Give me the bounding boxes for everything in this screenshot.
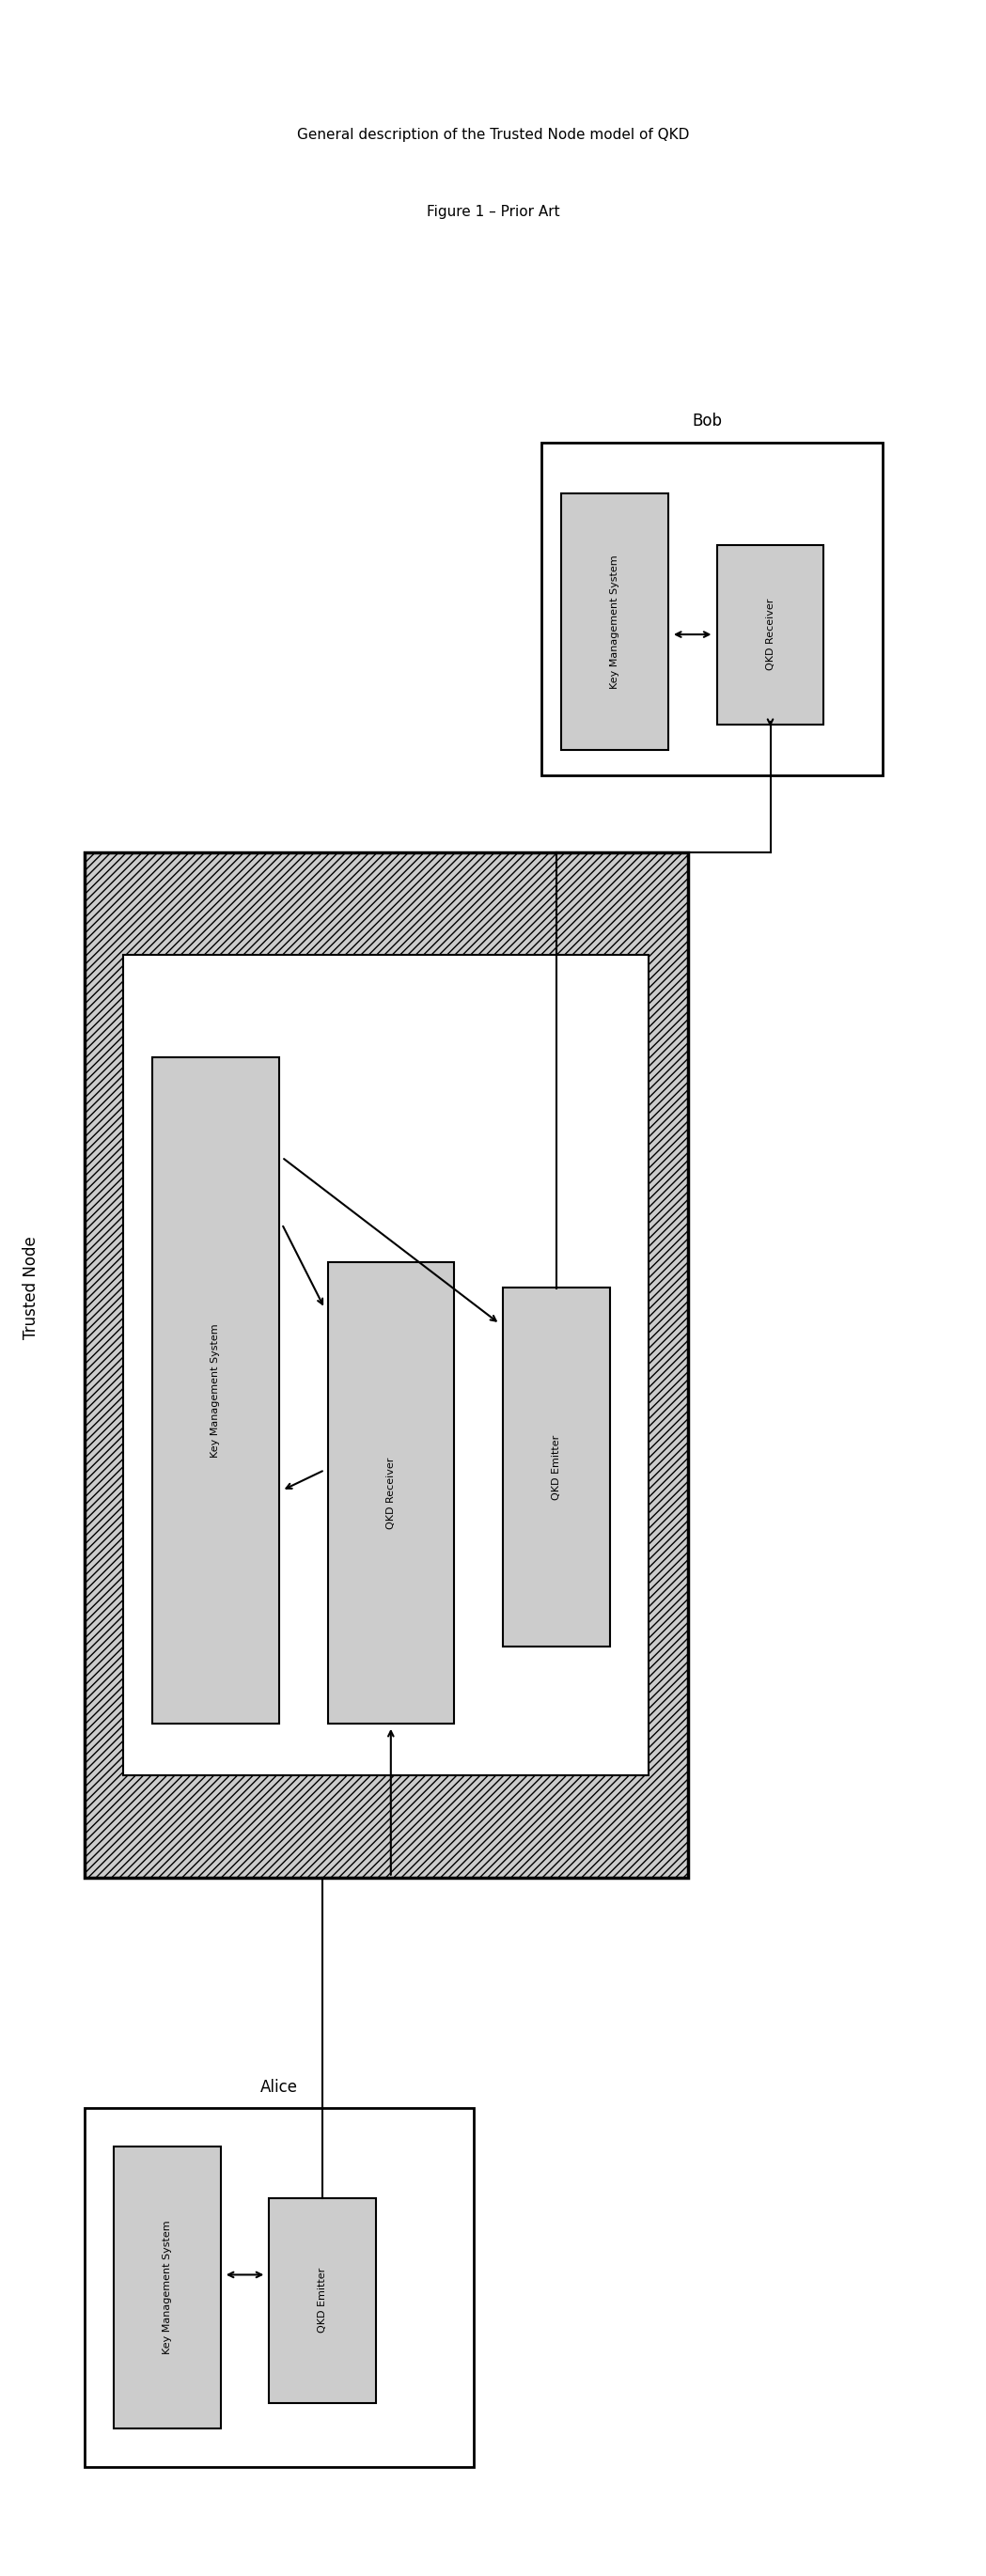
Text: Key Management System: Key Management System xyxy=(610,554,619,688)
Text: QKD Receiver: QKD Receiver xyxy=(765,598,775,670)
Text: Alice: Alice xyxy=(260,2079,298,2094)
Text: QKD Emitter: QKD Emitter xyxy=(318,2267,327,2334)
Text: Key Management System: Key Management System xyxy=(211,1324,221,1458)
Bar xyxy=(269,2197,377,2403)
Text: QKD Emitter: QKD Emitter xyxy=(551,1435,561,1499)
Bar xyxy=(85,853,687,1878)
Bar xyxy=(113,2146,221,2429)
Text: General description of the Trusted Node model of QKD: General description of the Trusted Node … xyxy=(297,129,689,142)
Text: Bob: Bob xyxy=(692,412,722,430)
Text: Figure 1 – Prior Art: Figure 1 – Prior Art xyxy=(426,204,560,219)
Text: Trusted Node: Trusted Node xyxy=(23,1236,39,1340)
Bar xyxy=(503,1288,609,1646)
Bar xyxy=(153,1056,279,1723)
Bar xyxy=(561,495,669,750)
Bar xyxy=(717,544,823,724)
Bar xyxy=(85,2107,473,2468)
Text: Key Management System: Key Management System xyxy=(163,2221,172,2354)
Bar xyxy=(327,1262,455,1723)
Bar xyxy=(541,443,882,775)
Bar xyxy=(123,956,649,1775)
Text: QKD Receiver: QKD Receiver xyxy=(387,1458,395,1530)
